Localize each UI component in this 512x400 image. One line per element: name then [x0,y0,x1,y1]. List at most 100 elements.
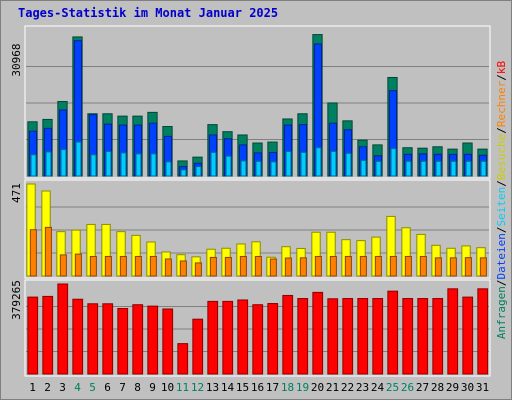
legend-entry: kB [495,61,508,75]
bar-rechner-day-21 [329,255,337,277]
bar-rechner-day-7 [119,255,127,277]
x-tick-label: 28 [431,381,444,394]
bar-rechner-day-17 [269,258,277,277]
x-tick-label: 9 [149,381,156,394]
x-tick-label: 24 [371,381,385,394]
bar-kb-day-8 [132,304,144,375]
bar-kb-day-29 [447,288,459,375]
bar-kb-day-12 [192,318,204,375]
bar-kb-day-19 [297,298,309,375]
panel-border [24,25,491,179]
bar-seiten-day-24 [375,160,382,177]
bar-seiten-day-13 [210,151,217,177]
bar-kb-day-10 [162,308,174,375]
bar-kb-day-25 [387,290,399,375]
x-tick-label: 17 [266,381,279,394]
x-tick-label: 4 [74,381,81,394]
bar-seiten-day-3 [60,149,67,177]
panel-border [24,179,491,279]
bar-seiten-day-2 [45,151,52,177]
x-tick-label: 21 [326,381,339,394]
bar-seiten-day-28 [435,160,442,177]
bar-seiten-day-4 [75,141,82,177]
bar-rechner-day-11 [179,260,187,277]
bar-rechner-day-24 [374,255,382,277]
x-tick-label: 14 [221,381,235,394]
bar-seiten-day-22 [345,152,352,177]
bar-kb-day-13 [207,300,219,375]
bar-kb-day-11 [177,343,189,375]
bar-kb-day-1 [27,296,39,375]
bar-rechner-day-29 [449,257,457,277]
bar-rechner-day-18 [284,257,292,277]
legend-entry: Anfragen [495,286,508,339]
legend-entry: Rechner [495,80,508,127]
bar-kb-day-31 [477,288,489,375]
bar-rechner-day-16 [254,255,262,277]
bar-rechner-day-2 [44,226,52,277]
bar-rechner-day-14 [224,256,232,277]
x-tick-label: 20 [311,381,324,394]
x-tick-label: 6 [104,381,111,394]
bar-rechner-day-22 [344,255,352,277]
bar-rechner-day-3 [59,254,67,277]
x-tick-label: 12 [191,381,204,394]
bar-seiten-day-11 [180,169,187,177]
bar-rechner-day-5 [89,255,97,277]
bar-rechner-day-13 [209,256,217,277]
x-tick-label: 16 [251,381,264,394]
x-tick-label: 5 [89,381,96,394]
x-tick-label: 13 [206,381,219,394]
legend-entry: / [495,127,508,134]
bar-rechner-day-4 [74,253,82,277]
bar-kb-day-18 [282,294,294,375]
x-tick-label: 22 [341,381,354,394]
bar-kb-day-7 [117,308,129,375]
bar-rechner-day-10 [164,258,172,277]
bar-seiten-day-20 [315,147,322,177]
bar-seiten-day-7 [120,152,127,177]
x-tick-label: 29 [446,381,459,394]
bar-kb-day-9 [147,305,159,375]
bar-kb-day-15 [237,299,249,375]
x-tick-label: 27 [416,381,429,394]
bar-kb-day-6 [102,303,114,375]
bar-rechner-day-15 [239,255,247,277]
panel-requests-files-pages [24,25,491,179]
bar-seiten-day-1 [30,154,37,177]
bar-seiten-day-18 [285,150,292,177]
bar-kb-day-5 [87,303,99,375]
x-tick-label: 15 [236,381,249,394]
bar-seiten-day-9 [150,153,157,177]
x-tick-label: 31 [476,381,489,394]
legend-entry: Dateien [495,233,508,279]
x-tick-label: 19 [296,381,309,394]
bar-kb-day-27 [417,298,429,375]
x-tick-label: 3 [59,381,66,394]
bar-rechner-day-23 [359,255,367,277]
x-tick-label: 8 [134,381,141,394]
x-tick-label: 7 [119,381,126,394]
bar-kb-day-26 [402,298,414,375]
legend-entry: / [495,180,508,187]
panel-border [24,279,491,377]
bar-kb-day-30 [462,296,474,375]
legend-entry: / [495,279,508,286]
x-tick-label: 2 [44,381,51,394]
bar-rechner-day-6 [104,255,112,277]
bar-seiten-day-6 [105,150,112,177]
bar-rechner-day-27 [419,255,427,277]
bar-seiten-day-16 [255,160,262,177]
bar-kb-day-16 [252,304,264,375]
bar-seiten-day-30 [465,160,472,177]
legend-entry: Besuche [495,134,508,180]
bar-kb-day-21 [327,298,339,375]
bar-rechner-day-31 [479,257,487,277]
bar-rechner-day-9 [149,255,157,277]
bar-seiten-day-23 [360,159,367,177]
legend-entry: Seiten [495,187,508,227]
bar-rechner-day-28 [434,257,442,277]
panel-kb [24,279,491,377]
legend-entry: / [495,227,508,234]
